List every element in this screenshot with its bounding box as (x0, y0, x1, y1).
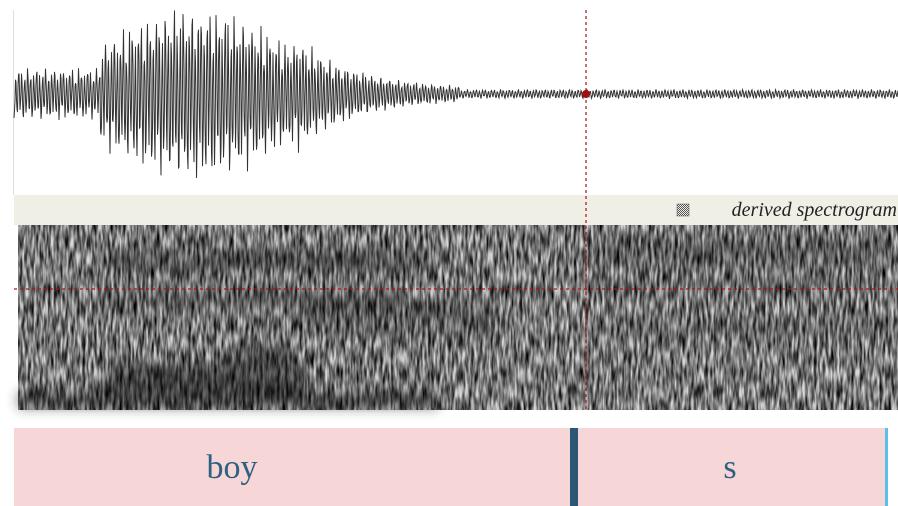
label-band (14, 195, 898, 225)
interval-label[interactable]: boy (207, 449, 258, 486)
textgrid-tier[interactable] (14, 428, 888, 506)
cursor-point (582, 90, 590, 98)
spectrogram-label: derived spectrogram (732, 199, 897, 221)
interval-boundary[interactable] (570, 428, 578, 506)
waveform-trace (13, 10, 898, 178)
waveform (13, 10, 898, 178)
spectrogram (18, 225, 898, 410)
interval-label[interactable]: s (723, 449, 736, 486)
legend-icon (676, 203, 690, 217)
interval-boundary[interactable] (885, 428, 888, 506)
